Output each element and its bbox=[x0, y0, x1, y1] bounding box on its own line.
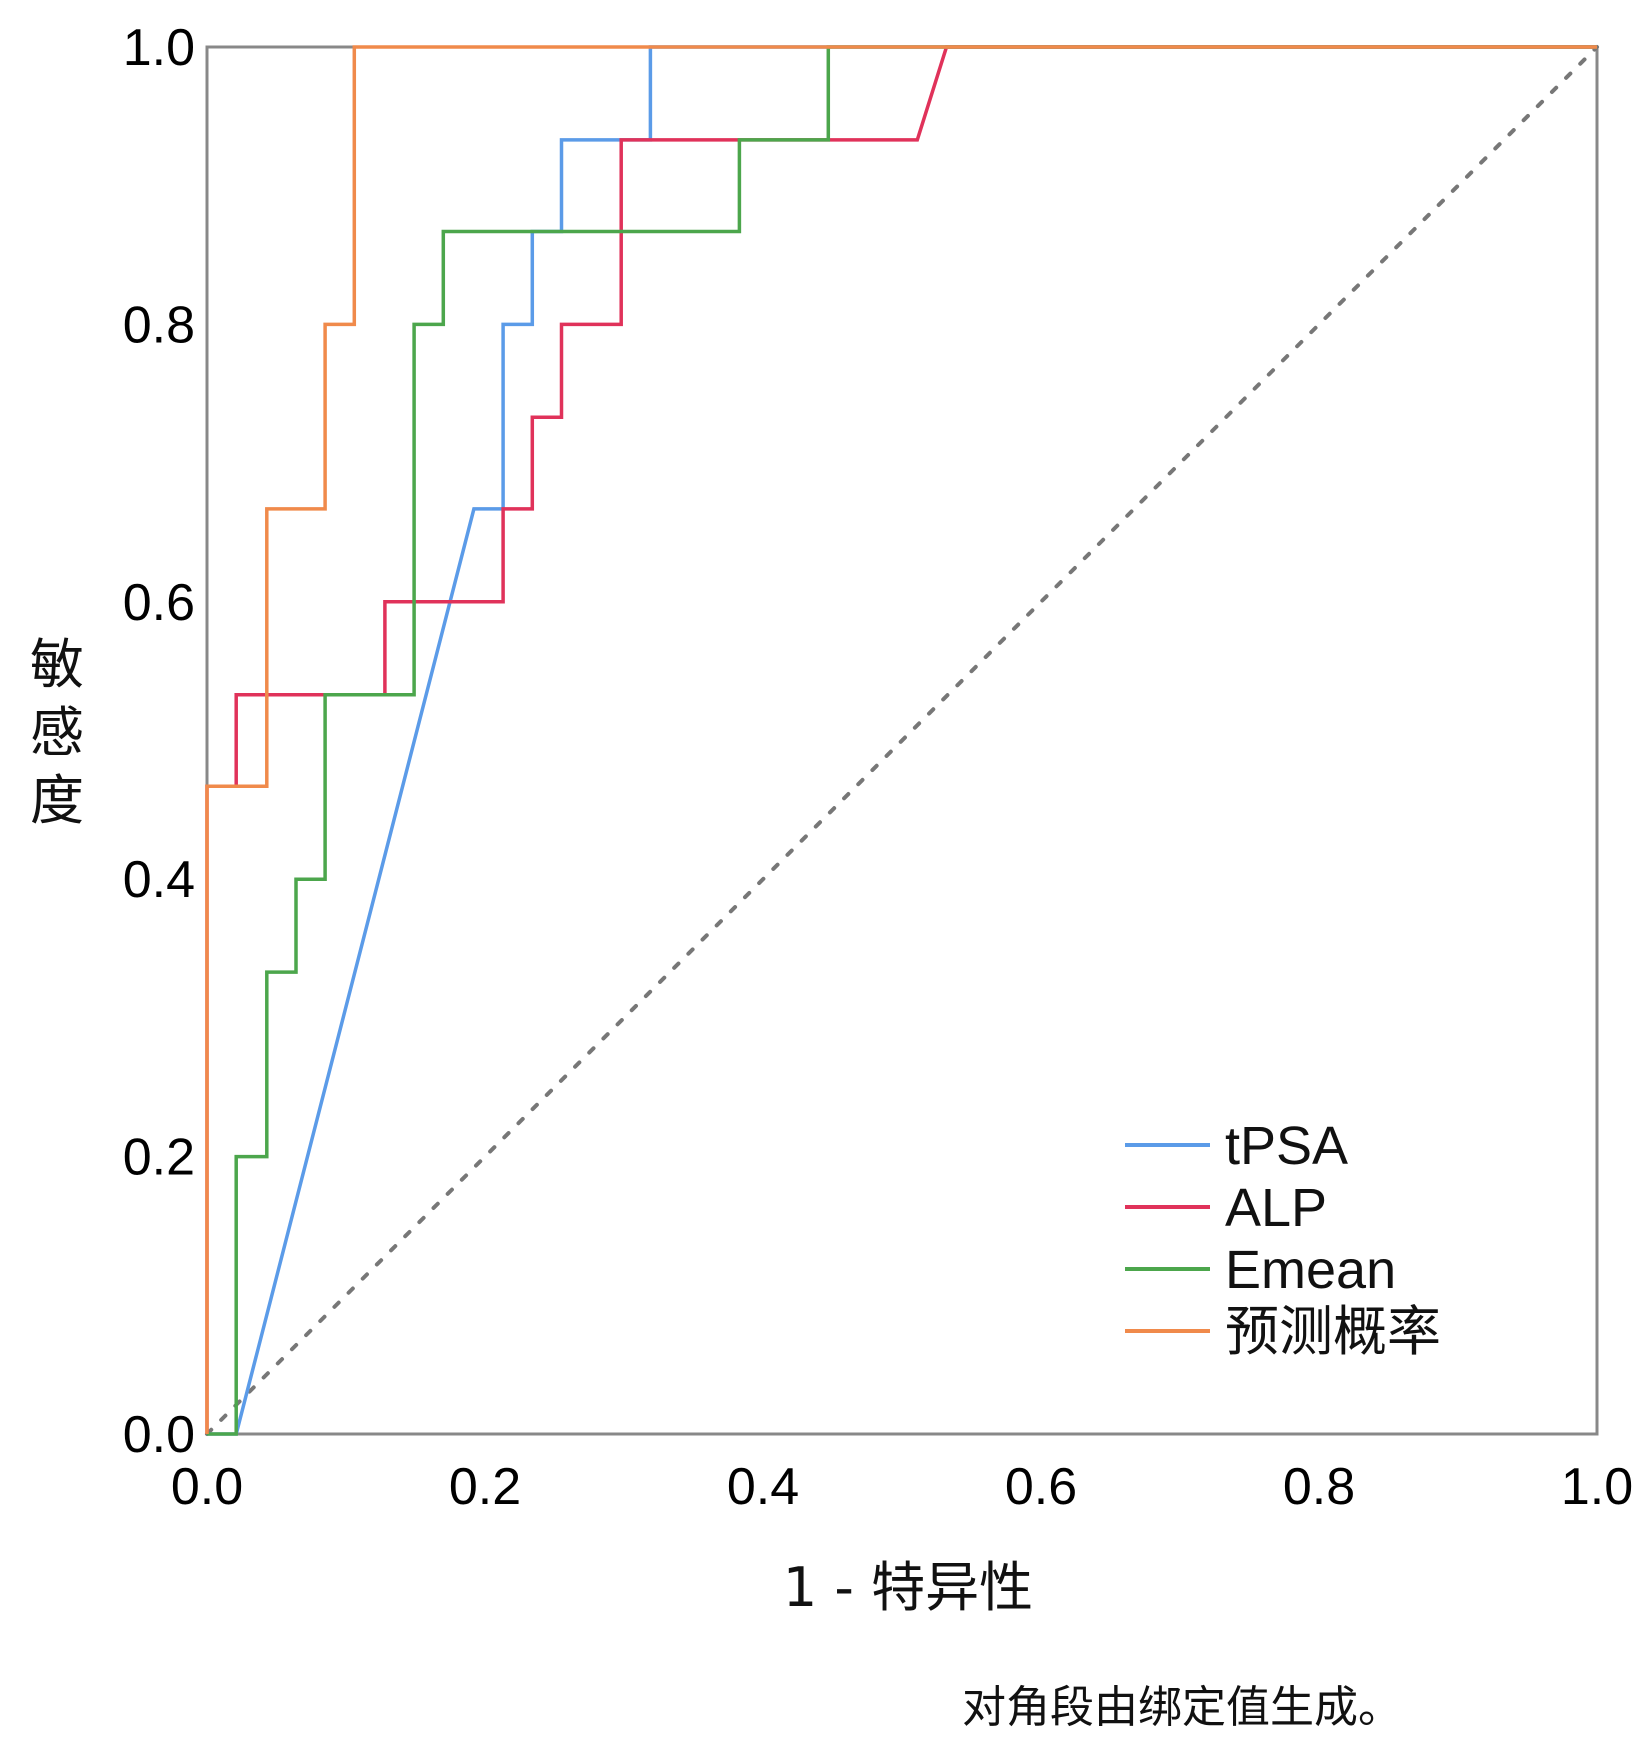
x-axis-ticks: 0.0 0.2 0.4 0.6 0.8 1.0 bbox=[171, 1458, 1633, 1516]
x-tick-label: 0.8 bbox=[1283, 1458, 1355, 1516]
series-line-3 bbox=[207, 45, 1597, 1436]
series-line-2 bbox=[205, 45, 1597, 1434]
y-tick-label: 0.4 bbox=[123, 851, 195, 909]
x-tick-label: 0.2 bbox=[449, 1458, 521, 1516]
y-tick-label: 0.2 bbox=[123, 1129, 195, 1187]
legend-label: ALP bbox=[1225, 1178, 1327, 1238]
legend-label: 预测概率 bbox=[1225, 1302, 1441, 1362]
y-axis-title-char: 感 bbox=[30, 701, 84, 764]
y-tick-label: 1.0 bbox=[123, 19, 195, 77]
footnote: 对角段由绑定值生成。 bbox=[962, 1682, 1402, 1733]
x-tick-label: 0.6 bbox=[1005, 1458, 1077, 1516]
y-axis-ticks: 0.0 0.2 0.4 0.6 0.8 1.0 bbox=[123, 19, 195, 1464]
y-axis-title-char: 度 bbox=[30, 769, 84, 832]
reference-diagonal-line bbox=[205, 45, 1599, 1436]
y-tick-label: 0.6 bbox=[123, 574, 195, 632]
x-tick-label: 0.4 bbox=[727, 1458, 799, 1516]
series-line-1 bbox=[207, 45, 1597, 1436]
legend-label: Emean bbox=[1225, 1240, 1396, 1300]
x-tick-label: 1.0 bbox=[1561, 1458, 1633, 1516]
x-axis-title: 1 - 特异性 bbox=[783, 1556, 1033, 1619]
y-tick-label: 0.8 bbox=[123, 296, 195, 354]
y-axis-title-char: 敏 bbox=[30, 633, 84, 696]
y-axis-title: 敏感度 bbox=[30, 633, 84, 832]
series-line-4 bbox=[205, 45, 1597, 1434]
series-layer bbox=[205, 45, 1597, 1436]
y-tick-label: 0.0 bbox=[123, 1406, 195, 1464]
x-tick-label: 0.0 bbox=[171, 1458, 243, 1516]
legend-label: tPSA bbox=[1225, 1116, 1348, 1176]
